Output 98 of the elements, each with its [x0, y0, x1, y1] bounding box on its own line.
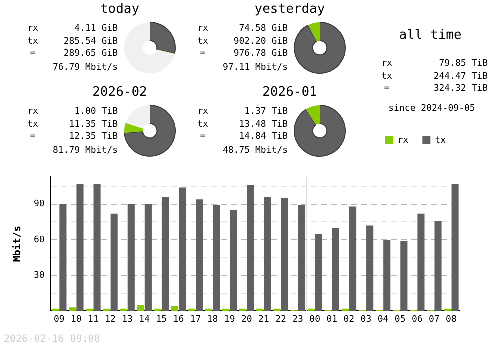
y-tick-label: 60	[34, 235, 45, 246]
x-tick-label: 11	[88, 314, 99, 325]
chart-title: yesterday	[254, 2, 326, 17]
text: tx	[196, 118, 210, 131]
x-tick-label: 23	[292, 314, 304, 325]
text: 79.85 TiB	[438, 58, 488, 70]
bar	[171, 306, 178, 312]
x-tick-label: 01	[326, 314, 338, 325]
bar	[230, 210, 238, 312]
chart-title: 2026-02	[92, 85, 148, 100]
bar	[384, 240, 391, 312]
text: tx	[26, 36, 40, 48]
bar	[179, 188, 186, 312]
bar	[128, 204, 135, 312]
y-axis-title: Mbit/s	[12, 226, 24, 262]
text: 324.32 TiB	[432, 83, 488, 96]
text: since 2024-09-05	[388, 102, 476, 115]
text: 1.37 TiB	[244, 106, 288, 118]
x-tick-label: 13	[122, 314, 133, 325]
x-tick-label: 09	[54, 314, 65, 325]
x-tick-label: 02	[344, 314, 355, 325]
bar	[162, 197, 170, 312]
text: 13.48 TiB	[238, 118, 288, 131]
text: =	[383, 83, 391, 96]
y-tick-label: 30	[34, 270, 45, 281]
bar	[452, 184, 459, 312]
bar	[264, 197, 272, 312]
bar	[349, 206, 357, 312]
x-tick-label: 04	[378, 314, 389, 325]
bar	[110, 214, 118, 312]
text: tx	[380, 70, 394, 83]
bar	[366, 226, 374, 312]
bar	[332, 228, 340, 312]
x-tick-label: 06	[412, 314, 423, 325]
x-tick-label: 07	[429, 314, 440, 325]
x-tick-label: 16	[173, 314, 184, 325]
text: 4.11 GiB	[74, 23, 118, 36]
x-tick-label: 14	[139, 314, 150, 325]
text: rx	[26, 23, 40, 36]
text: 11.35 TiB	[68, 118, 118, 131]
x-tick-label: 00	[310, 314, 321, 325]
text: all time	[398, 28, 463, 43]
text: tx	[196, 36, 210, 48]
text: 81.79 Mbit/s	[52, 144, 118, 157]
text: 12.35 TiB	[68, 131, 118, 144]
x-tick-label: 08	[446, 314, 457, 325]
text: 48.75 Mbit/s	[222, 144, 288, 157]
x-tick-label: 15	[156, 314, 168, 325]
bar	[298, 206, 306, 312]
text: =	[29, 48, 37, 60]
bar	[76, 184, 84, 312]
text: =	[29, 131, 37, 144]
bar	[69, 308, 76, 312]
text: 97.11 Mbit/s	[222, 62, 288, 74]
bar	[213, 206, 220, 312]
x-tick-label: 17	[190, 314, 202, 325]
legend-label: rx	[398, 136, 410, 146]
text: rx	[380, 58, 394, 70]
chart-title: today	[99, 2, 141, 17]
text: rx	[196, 23, 210, 36]
x-tick-label: 20	[241, 314, 252, 325]
bar	[418, 214, 425, 312]
x-tick-label: 19	[224, 314, 236, 325]
bar	[60, 204, 67, 312]
text: =	[199, 48, 207, 60]
y-tick-label: 90	[34, 200, 45, 210]
x-tick-label: 03	[360, 314, 372, 325]
text: =	[199, 131, 207, 144]
text: 244.47 TiB	[432, 70, 488, 83]
x-tick-label: 10	[70, 314, 82, 325]
text: 902.20 GiB	[232, 36, 288, 48]
bar	[94, 184, 101, 312]
bar	[137, 305, 144, 312]
text: rx	[26, 106, 40, 118]
text: 289.65 GiB	[62, 48, 118, 60]
text: 285.54 GiB	[62, 36, 118, 48]
bar	[400, 241, 408, 312]
text: tx	[26, 118, 40, 131]
bar	[247, 185, 254, 312]
bar	[308, 308, 315, 312]
x-tick-label: 22	[276, 314, 286, 325]
chart-title: 2026-01	[262, 85, 318, 100]
bar	[281, 198, 288, 312]
text: 976.78 GiB	[232, 48, 288, 60]
bar	[434, 220, 442, 312]
x-tick-label: 12	[105, 314, 116, 325]
x-tick-label: 21	[258, 314, 270, 325]
legend-label: tx	[435, 136, 447, 146]
text: 14.84 TiB	[238, 131, 288, 144]
text: 1.00 TiB	[74, 106, 118, 118]
bar	[315, 234, 322, 312]
text: 76.79 Mbit/s	[52, 62, 118, 74]
x-tick-label: 18	[207, 314, 218, 325]
x-tick-label: 05	[394, 314, 406, 325]
bar	[144, 204, 152, 312]
text: rx	[196, 106, 210, 118]
text: 74.58 GiB	[238, 23, 288, 36]
bar	[196, 200, 204, 312]
